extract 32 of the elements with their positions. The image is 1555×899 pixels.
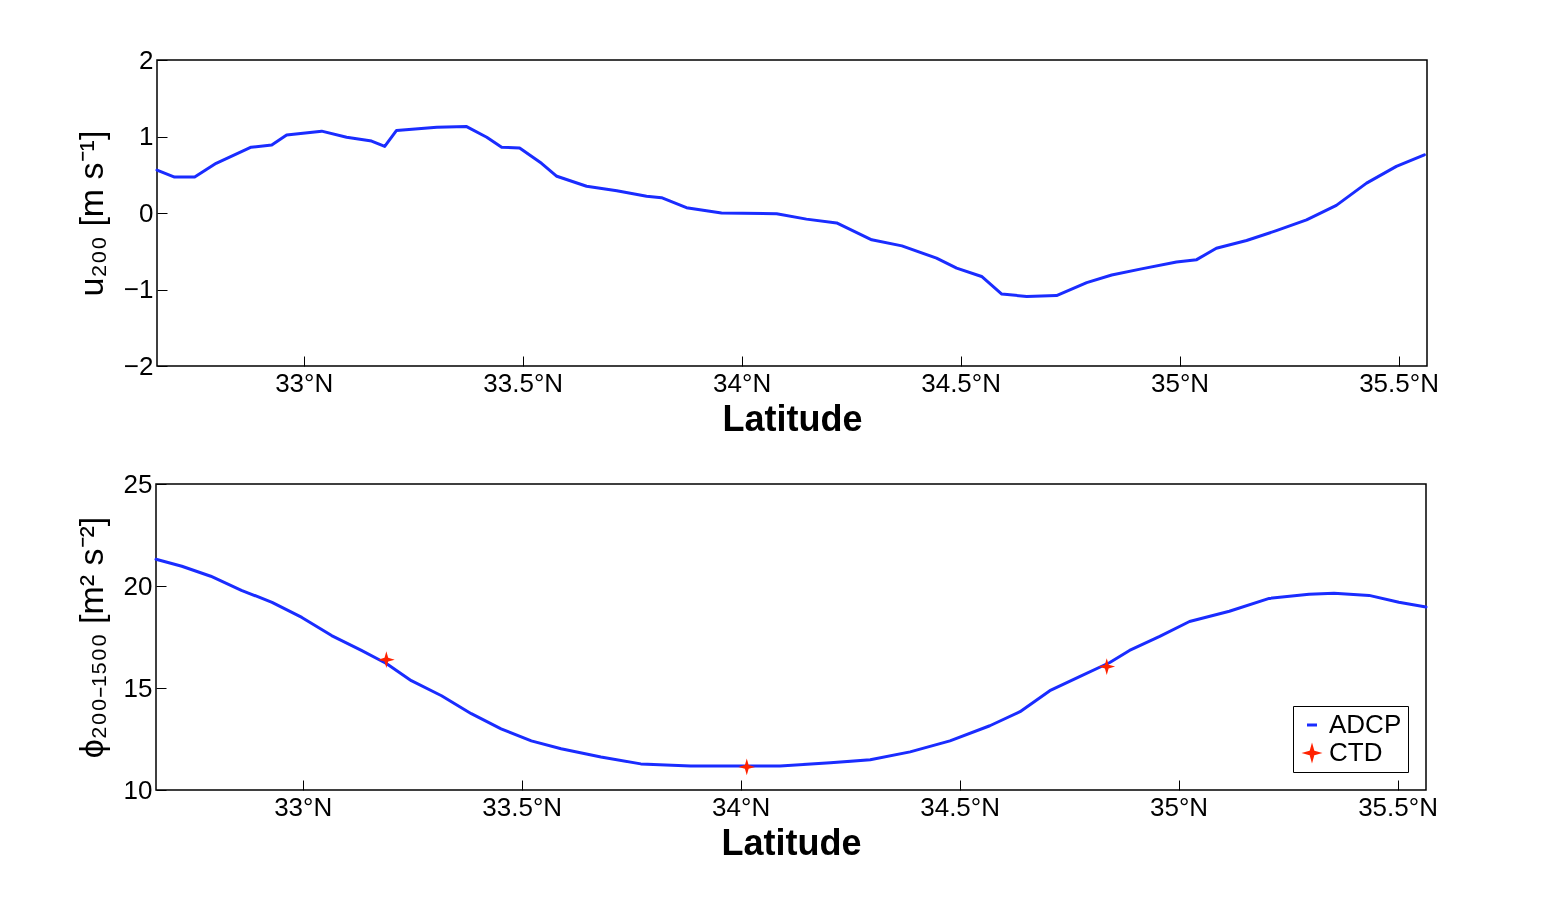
y-axis-title: ϕ₂₀₀₋₁₅₀₀ [m² s⁻²]: [71, 516, 110, 759]
x-tick-label: 33.5°N: [483, 367, 564, 398]
point: [1098, 658, 1116, 675]
y-axis-title: u₂₀₀ [m s⁻¹]: [71, 130, 110, 297]
legend-label: ADCP: [1329, 709, 1402, 739]
y-tick-label: 20: [123, 570, 153, 601]
x-axis-title: Latitude: [722, 397, 863, 439]
x-tick-label: 34.5°N: [921, 367, 1001, 398]
x-tick-label: 33°N: [274, 791, 333, 822]
legend-label: CTD: [1329, 737, 1383, 767]
y-tick-label: 2: [139, 44, 154, 75]
x-tick-label: 35.5°N: [1358, 791, 1438, 822]
x-tick-label: 33.5°N: [482, 791, 563, 822]
y-tick-label: −2: [123, 350, 154, 381]
y-tick-label: 15: [123, 672, 153, 703]
y-tick-label: 0: [139, 197, 154, 228]
y-tick-label: −1: [123, 274, 154, 304]
y-tick-label: 1: [139, 121, 154, 151]
x-tick-label: 33°N: [275, 367, 334, 398]
y-tick-label: 25: [123, 468, 153, 499]
x-tick-label: 35°N: [1151, 367, 1210, 398]
point: [377, 651, 395, 669]
line-series: [154, 557, 1428, 768]
x-tick-label: 34.5°N: [920, 791, 1000, 822]
x-tick-label: 35.5°N: [1359, 367, 1439, 398]
line-series: [155, 125, 1426, 298]
y-tick-label: 10: [123, 774, 153, 805]
x-tick-label: 35°N: [1150, 791, 1209, 822]
point: [738, 758, 756, 776]
x-axis-title: Latitude: [721, 821, 862, 863]
x-tick-label: 34°N: [712, 791, 771, 822]
x-tick-label: 34°N: [713, 367, 772, 398]
